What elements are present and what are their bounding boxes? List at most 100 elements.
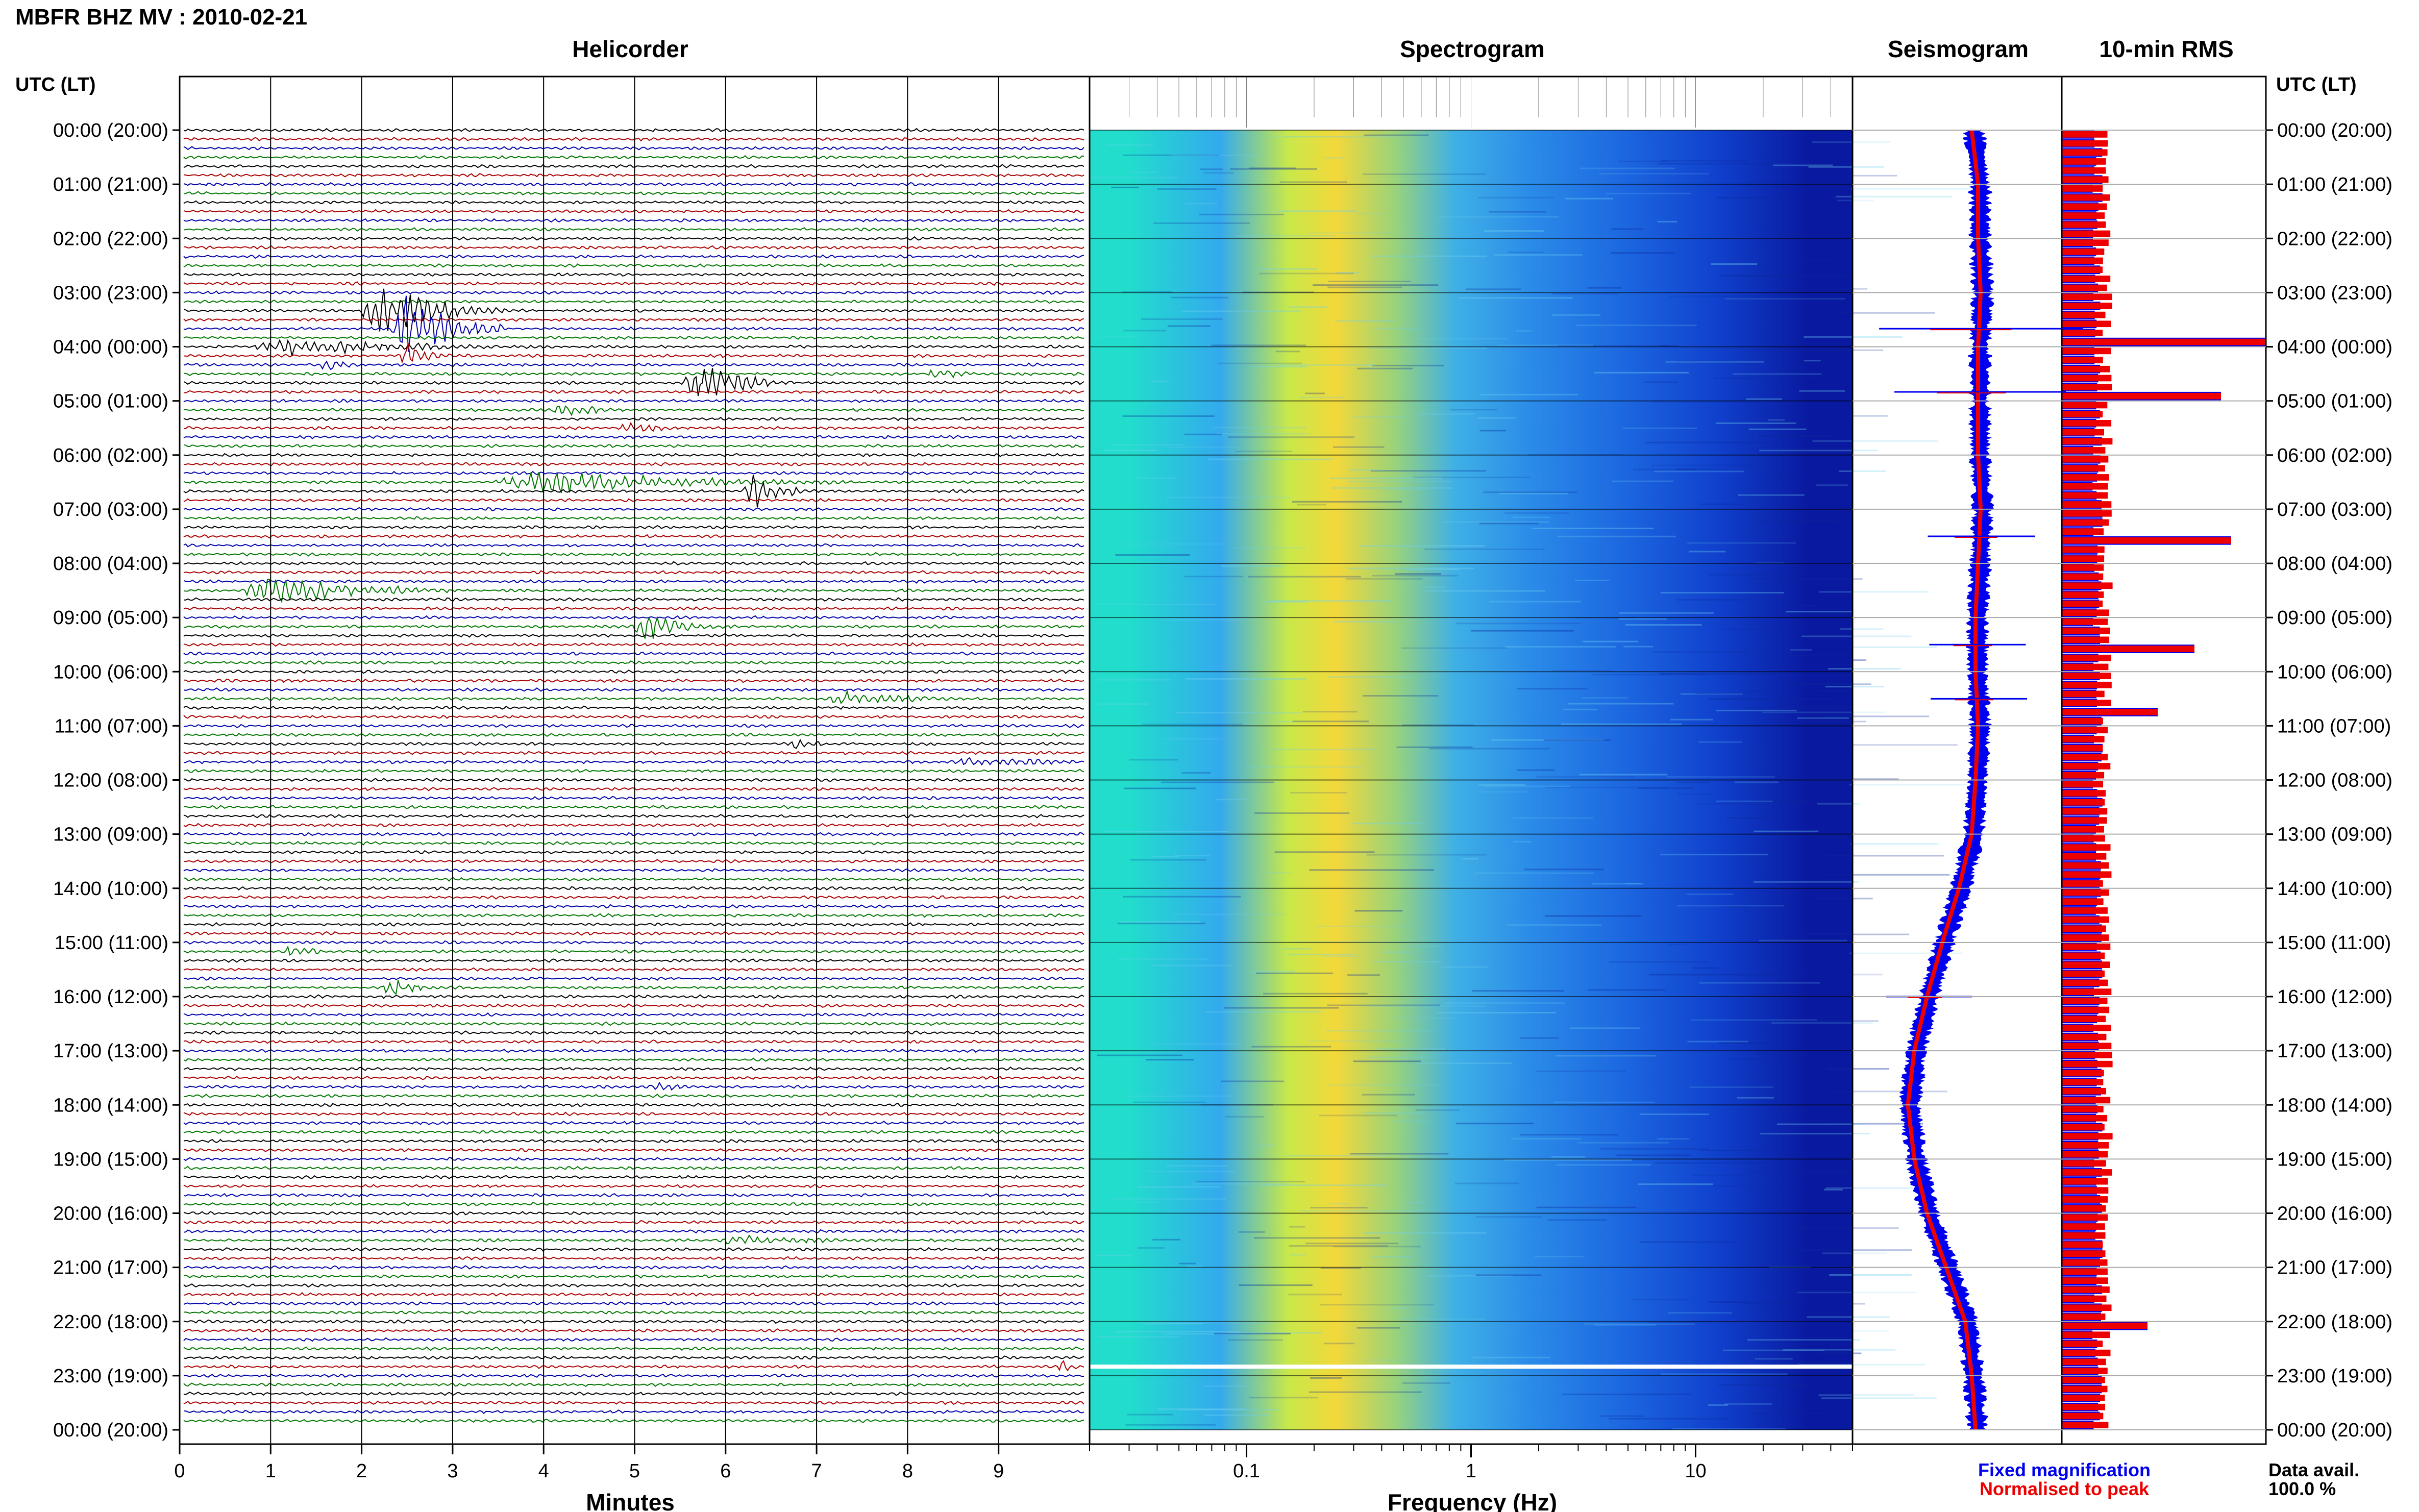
spectrogram-streak xyxy=(1138,1247,1165,1249)
spectrogram-streak xyxy=(1352,416,1406,418)
spectrogram-streak xyxy=(1623,646,1653,648)
time-label-right: 16:00 (12:00) xyxy=(2277,986,2392,1008)
spectrogram-streak xyxy=(1580,167,1675,169)
seismogram-title: Seismogram xyxy=(1888,36,2029,62)
spectrogram-streak xyxy=(1211,344,1306,346)
spectrogram-streak xyxy=(1221,1080,1284,1082)
helicorder-trace xyxy=(183,922,1084,927)
time-label-right: 12:00 (08:00) xyxy=(2277,770,2392,791)
spectrogram-streak xyxy=(1276,364,1376,366)
rms-bar-normalised xyxy=(2062,871,2112,878)
helicorder-trace xyxy=(183,689,1084,704)
spectrogram-streak xyxy=(1759,939,1847,941)
spectrogram-streak xyxy=(1111,186,1139,188)
spectrogram-streak xyxy=(1648,974,1774,976)
spectrogram-streak xyxy=(1667,944,1686,946)
time-label-right: 22:00 (18:00) xyxy=(2277,1311,2392,1333)
spectrogram-streak xyxy=(1609,1418,1729,1420)
helicorder-trace xyxy=(183,416,1084,422)
spectrogram-streak xyxy=(1660,592,1784,593)
helicorder-trace xyxy=(183,339,1084,357)
minute-tick-label: 4 xyxy=(538,1460,549,1482)
spectrogram-streak xyxy=(1331,487,1453,489)
rms-bar-normalised xyxy=(2062,1322,2148,1329)
spectrogram-streak xyxy=(1373,961,1441,962)
spectrogram-streak xyxy=(1716,709,1797,711)
spectrogram-streak xyxy=(1830,1123,1923,1125)
spectrogram-streak xyxy=(1218,362,1302,364)
spectrogram-streak xyxy=(1363,695,1439,697)
spectrogram-streak xyxy=(1720,275,1846,277)
helicorder-trace xyxy=(183,290,1084,295)
spectrogram-streak xyxy=(1824,1188,1843,1191)
spectrogram-streak xyxy=(1105,144,1154,146)
helicorder-trace xyxy=(183,295,1084,352)
spectrogram-streak xyxy=(1771,415,1888,417)
helicorder-trace xyxy=(183,1184,1084,1188)
rms-bar-normalised xyxy=(2062,690,2105,698)
spectrogram-streak xyxy=(1124,787,1196,789)
spectrogram-streak xyxy=(1164,738,1222,740)
spectrogram-streak xyxy=(1689,551,1726,553)
rms-bar-normalised xyxy=(2062,763,2111,770)
spectrogram-streak xyxy=(1599,172,1709,175)
spectrogram-streak xyxy=(1103,450,1157,452)
spectrogram-streak xyxy=(1789,778,1899,780)
spectrogram-streak xyxy=(1483,491,1577,493)
rms-bar-normalised xyxy=(2062,1241,2103,1248)
spectrogram-streak xyxy=(1471,1356,1550,1358)
spectrogram-streak xyxy=(1771,1022,1873,1024)
spectrogram-streak xyxy=(1719,1301,1785,1303)
spectrogram-streak xyxy=(1455,1182,1519,1184)
spectrogram-streak xyxy=(1225,1116,1264,1118)
spectrogram-streak xyxy=(1619,612,1714,614)
helicorder-trace xyxy=(183,751,1084,755)
spectrogram-streak xyxy=(1825,1187,1935,1189)
spectrogram-streak xyxy=(1364,367,1380,369)
time-label-right: 00:00 (20:00) xyxy=(2277,1420,2392,1441)
helicorder-trace xyxy=(183,868,1084,873)
time-label-left: 14:00 (10:00) xyxy=(53,878,168,900)
spectrogram-streak xyxy=(1652,401,1757,403)
helicorder-trace xyxy=(183,1418,1084,1423)
helicorder-trace xyxy=(183,606,1084,611)
spectrogram-streak xyxy=(1153,222,1250,224)
spectrogram-streak xyxy=(1161,781,1275,783)
spectrogram-streak xyxy=(1479,523,1539,525)
spectrogram-streak xyxy=(1362,173,1486,175)
spectrogram-streak xyxy=(1097,1054,1183,1056)
helicorder-trace xyxy=(183,994,1084,999)
spectrogram-streak xyxy=(1204,1385,1246,1387)
helicorder-trace xyxy=(183,1102,1084,1107)
spectrogram-streak xyxy=(1152,856,1179,858)
helicorder-trace xyxy=(183,931,1084,936)
spectrogram-streak xyxy=(1773,164,1833,166)
minute-tick-label: 5 xyxy=(629,1460,640,1482)
spectrogram-streak xyxy=(1162,619,1245,621)
spectrogram-streak xyxy=(1817,690,1854,692)
rms-bar-normalised xyxy=(2062,248,2105,255)
rms-bar-normalised xyxy=(2062,853,2107,860)
rms-bar-normalised xyxy=(2062,573,2104,580)
spectrogram-streak xyxy=(1364,134,1429,136)
helicorder-trace xyxy=(183,1039,1084,1044)
spectrogram-streak xyxy=(1698,503,1747,505)
spectrogram-streak xyxy=(1745,995,1790,997)
spectrogram-streak xyxy=(1508,251,1544,253)
frequency-tick-label: 10 xyxy=(1685,1460,1706,1482)
spectrogram-streak xyxy=(1390,1307,1406,1309)
spectrogram-streak xyxy=(1357,213,1385,215)
spectrogram-streak xyxy=(1230,168,1317,170)
spectrogram-streak xyxy=(1266,136,1350,138)
spectrogram-streak xyxy=(1825,686,1885,688)
spectrogram-streak xyxy=(1547,1219,1607,1221)
spectrogram-streak xyxy=(1127,1414,1173,1416)
helicorder-trace xyxy=(183,317,1084,323)
helicorder-trace xyxy=(183,543,1084,548)
spectrogram-streak xyxy=(1315,925,1412,927)
rms-bar-normalised xyxy=(2062,700,2111,706)
spectrogram-streak xyxy=(1287,954,1354,956)
spectrogram-streak xyxy=(1207,458,1334,460)
spectrogram-streak xyxy=(1807,933,1910,935)
